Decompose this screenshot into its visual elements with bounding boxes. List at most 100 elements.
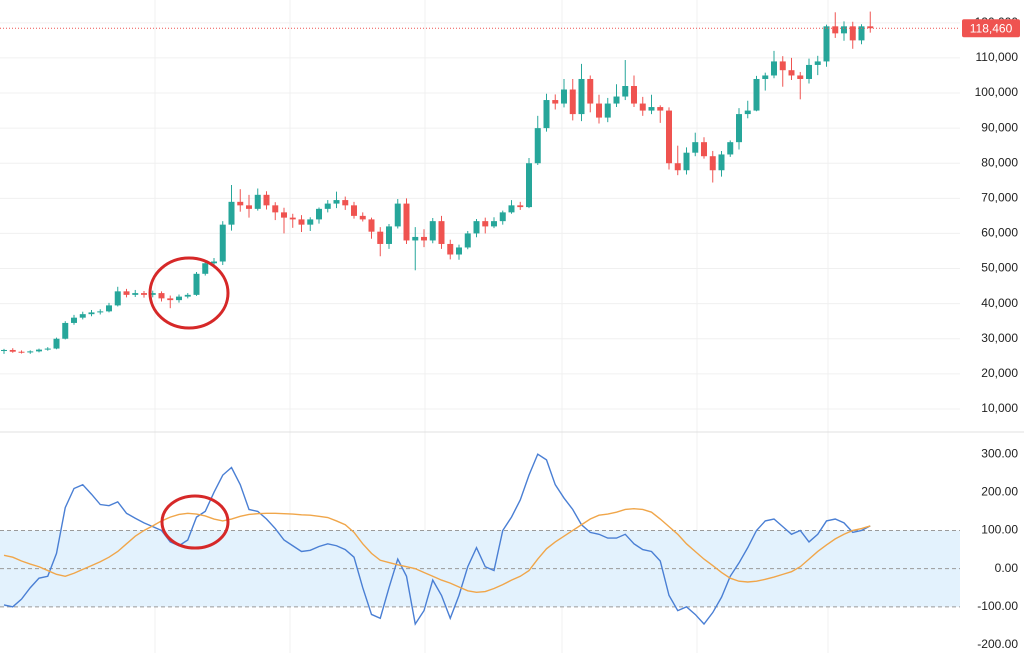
y-tick-label: -200.00 xyxy=(977,637,1018,651)
candle-body xyxy=(386,226,392,244)
candle-body xyxy=(683,152,690,171)
candle-body xyxy=(526,163,532,208)
candle-body xyxy=(79,314,86,318)
candle-body xyxy=(132,293,139,295)
candle-body xyxy=(184,294,191,297)
y-tick-label: 110,000 xyxy=(976,50,1019,64)
candle-body xyxy=(219,224,226,262)
y-tick-label: 100.00 xyxy=(981,523,1018,537)
highlight-circle xyxy=(148,256,230,330)
candle-body xyxy=(631,86,637,104)
candle-body xyxy=(806,64,812,79)
candle-body xyxy=(202,263,209,274)
candle-body xyxy=(158,293,165,299)
candle-body xyxy=(421,236,427,241)
candle-body xyxy=(701,142,707,157)
candle-body xyxy=(613,96,620,104)
candle-body xyxy=(53,338,60,349)
candle-body xyxy=(596,103,602,118)
candle-body xyxy=(736,114,742,143)
y-tick-label: -100.00 xyxy=(977,599,1018,613)
candle-body xyxy=(534,128,541,164)
candle-body xyxy=(499,212,506,222)
candle-body xyxy=(88,312,95,315)
candle-body xyxy=(211,261,217,264)
y-tick-label: 10,000 xyxy=(981,401,1018,415)
candle-body xyxy=(394,203,401,227)
candle-body xyxy=(508,205,515,213)
candle-body xyxy=(149,293,156,295)
candle-body xyxy=(832,26,839,34)
candle-body xyxy=(9,349,16,352)
candle-body xyxy=(368,219,375,232)
candle-body xyxy=(762,75,769,79)
candle-body xyxy=(342,200,349,206)
y-tick-label: 40,000 xyxy=(981,296,1018,310)
candle-body xyxy=(657,107,664,111)
candle-body xyxy=(543,100,550,129)
candle-body xyxy=(473,221,480,234)
candle-body xyxy=(412,236,419,241)
y-tick-label: 60,000 xyxy=(981,226,1018,240)
candle-body xyxy=(44,348,51,350)
candle-body xyxy=(482,221,489,227)
y-tick-label: 30,000 xyxy=(981,331,1018,345)
y-tick-label: 200.00 xyxy=(981,484,1018,498)
candle-body xyxy=(578,78,585,115)
y-tick-label: 90,000 xyxy=(981,120,1018,134)
y-tick-label: 70,000 xyxy=(981,190,1018,204)
candle-body xyxy=(193,273,200,295)
candle-body xyxy=(587,78,594,104)
candle-body xyxy=(97,311,104,313)
candle-body xyxy=(753,78,760,111)
candle-body xyxy=(674,163,681,171)
candle-body xyxy=(27,351,34,353)
candle-body xyxy=(779,61,786,71)
candle-body xyxy=(491,221,497,227)
candle-body xyxy=(176,296,182,301)
candle-body xyxy=(228,201,235,225)
candle-body xyxy=(788,70,795,76)
y-tick-label: 100,000 xyxy=(975,85,1019,99)
candle-body xyxy=(167,298,174,301)
y-tick-label: 20,000 xyxy=(981,366,1018,380)
candle-body xyxy=(263,194,270,206)
candle-body xyxy=(298,219,305,225)
candle-body xyxy=(464,233,471,248)
candle-body xyxy=(771,61,777,76)
last-price-label: 118,460 xyxy=(970,21,1013,35)
y-tick-label: 50,000 xyxy=(981,261,1018,275)
candle-body xyxy=(359,215,366,220)
candle-body xyxy=(62,322,69,339)
candle-body xyxy=(71,317,77,323)
candle-body xyxy=(517,205,524,208)
candle-body xyxy=(622,86,629,97)
candle-body xyxy=(569,89,576,115)
candle-body xyxy=(447,243,454,255)
candle-body xyxy=(438,221,445,244)
candle-body xyxy=(324,203,331,209)
candle-body xyxy=(849,26,856,41)
candle-body xyxy=(552,100,559,104)
candle-body xyxy=(867,26,874,29)
candle-body xyxy=(718,154,725,171)
candle-body xyxy=(648,107,655,111)
indicator-line xyxy=(3,508,871,594)
candle-body xyxy=(858,26,865,41)
candle-body xyxy=(604,103,611,118)
candle-body xyxy=(351,205,357,216)
candle-body xyxy=(36,349,42,352)
candle-body xyxy=(237,201,244,206)
candle-body xyxy=(561,89,567,104)
candle-body xyxy=(709,156,716,171)
candle-body xyxy=(823,26,830,62)
candle-body xyxy=(333,200,340,204)
candle-body xyxy=(114,291,121,306)
candle-body xyxy=(281,212,287,218)
candle-body xyxy=(254,194,261,209)
candle-body xyxy=(456,247,462,255)
candle-body xyxy=(377,231,384,244)
candle-body xyxy=(272,205,279,213)
